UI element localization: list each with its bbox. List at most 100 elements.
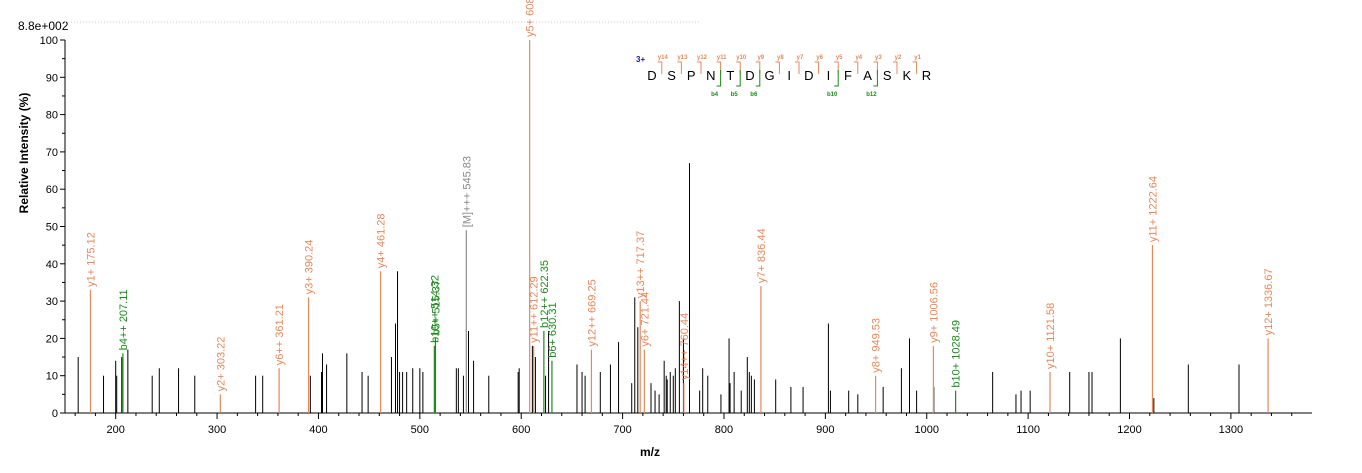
y-ion-bracket xyxy=(775,61,780,74)
b-ion-bracket xyxy=(755,70,761,87)
peak-label: y1+ 175.12 xyxy=(85,232,97,287)
x-tick-label: 400 xyxy=(309,424,327,436)
axes: 0 10 20 30 40 50 60 70 80 90 100 200 300 400 500 600 700… xyxy=(40,21,1312,436)
sequence-residue: N xyxy=(706,68,715,83)
sequence-residue: I xyxy=(827,68,831,83)
x-tick-label: 1100 xyxy=(1016,424,1040,436)
peak-label: b10+ 1028.49 xyxy=(951,320,963,388)
peak-label: y11+ 1222.64 xyxy=(1147,176,1159,242)
y-ion-tag: y9 xyxy=(757,55,764,61)
peak-label: y6+ 721.44 xyxy=(639,292,651,347)
peak-label: [M]+++ 545.83 xyxy=(461,156,473,227)
sequence-residue: A xyxy=(863,68,872,83)
y-ion-tag: y6 xyxy=(816,55,823,61)
peak-label: y4+ 461.28 xyxy=(376,214,388,269)
peak-label: y9+ 1006.56 xyxy=(928,282,940,343)
peak-label: y10+ 1121.58 xyxy=(1045,303,1057,369)
y-ion-bracket xyxy=(853,61,859,74)
x-tick-label: 500 xyxy=(411,424,429,436)
peak-label: y6++ 361.21 xyxy=(274,304,286,365)
y-tick-label: 60 xyxy=(46,184,58,196)
y-tick-label: 80 xyxy=(46,110,58,122)
y-ion-bracket xyxy=(657,61,663,74)
b-ion-tag: b5 xyxy=(731,92,739,98)
b-ion-tag: b6 xyxy=(750,92,758,98)
y-tick-label: 10 xyxy=(46,371,58,383)
x-tick-label: 700 xyxy=(613,424,631,436)
sequence-residue: P xyxy=(687,68,696,83)
peak-label: y12++ 669.25 xyxy=(586,279,598,346)
y-tick-label: 100 xyxy=(40,35,58,47)
y-ion-tag: y2 xyxy=(895,55,902,61)
y-ion-tag: y12 xyxy=(697,55,708,61)
y-tick-label: 20 xyxy=(46,333,58,345)
peak-label: b5+ 515.37 xyxy=(430,280,442,335)
y-tick-label: 0 xyxy=(52,408,58,420)
y-tick-label: 90 xyxy=(46,72,58,84)
y-tick-label: 30 xyxy=(46,296,58,308)
y-tick-label: 50 xyxy=(46,222,58,234)
peak-label: y2+ 303.22 xyxy=(215,337,227,392)
peak-labels: y1+ 175.12 b4++ 207.11 y2+ 303.22 y6++ 361.… xyxy=(85,0,1275,391)
b-ion-tag: b4 xyxy=(711,92,719,98)
peak-label: b10++ 514.32 xyxy=(429,275,441,343)
peak-label: y11++ 612.29 xyxy=(529,276,541,342)
sequence-residue: D xyxy=(647,68,656,83)
peak-label: y7+ 836.44 xyxy=(756,228,768,283)
max-intensity-label: 8.8e+002 xyxy=(18,19,69,33)
y-ion-bracket xyxy=(716,61,722,74)
y-ion-tag: y1 xyxy=(914,55,921,61)
peak-label: y5+ 608.33 xyxy=(525,0,537,37)
peak-label: y14++ 760.44 xyxy=(679,313,691,380)
y-ion-bracket xyxy=(755,61,761,74)
sequence-residue: D xyxy=(804,68,813,83)
peak-label: y8+ 949.53 xyxy=(871,318,883,373)
peak-label: y3+ 390.24 xyxy=(304,240,316,295)
b-ion-tag: b12 xyxy=(866,92,877,98)
x-tick-label: 1000 xyxy=(915,424,939,436)
peaks xyxy=(77,40,1269,413)
sequence-residue: G xyxy=(765,68,775,83)
sequence-residue: D xyxy=(745,68,754,83)
y-axis-title: Relative Intensity (%) xyxy=(17,93,31,214)
x-tick-label: 1200 xyxy=(1117,424,1141,436)
y-ion-tag: y8 xyxy=(777,55,784,61)
y-ion-tag: y11 xyxy=(717,55,727,61)
x-tick-label: 900 xyxy=(816,424,834,436)
peak-label: y13++ 717.37 xyxy=(635,231,647,298)
y-ion-bracket xyxy=(873,61,878,74)
y-ion-bracket xyxy=(697,61,702,74)
x-tick-label: 800 xyxy=(715,424,733,436)
x-axis-title: m/z xyxy=(640,445,660,459)
b-ion-bracket xyxy=(834,70,839,87)
y-ion-tag: y5 xyxy=(836,55,843,61)
y-ion-bracket xyxy=(677,61,682,74)
y-ion-bracket xyxy=(814,61,820,74)
sequence-residue: R xyxy=(922,68,931,83)
y-ion-bracket xyxy=(795,61,800,74)
y-tick-label: 70 xyxy=(46,147,58,159)
y-ion-tag: y4 xyxy=(855,55,862,61)
sequence-residue: F xyxy=(844,68,852,83)
sequence-residue: K xyxy=(902,68,911,83)
y-ion-bracket xyxy=(893,61,898,74)
x-tick-label: 200 xyxy=(107,424,125,436)
peak-label: y12+ 1336.67 xyxy=(1263,268,1275,335)
y-ion-bracket xyxy=(912,61,918,74)
peak-label: b12++ 622.35 xyxy=(539,260,551,328)
y-ion-tag: y3 xyxy=(875,55,882,61)
b-ion-bracket xyxy=(736,70,741,87)
y-ion-bracket xyxy=(736,61,741,74)
peak-label: b6+ 630.31 xyxy=(547,302,559,357)
peak-label: b4++ 207.11 xyxy=(118,289,130,350)
y-ion-tag: y14 xyxy=(658,55,669,61)
y-tick-label: 40 xyxy=(46,259,58,271)
y-ion-tag: y7 xyxy=(797,55,804,61)
sequence-residue: T xyxy=(726,68,734,83)
sequence-residue: I xyxy=(787,68,791,83)
b-ion-bracket xyxy=(716,70,722,87)
y-ion-tag: y10 xyxy=(736,55,747,61)
x-tick-label: 600 xyxy=(512,424,530,436)
